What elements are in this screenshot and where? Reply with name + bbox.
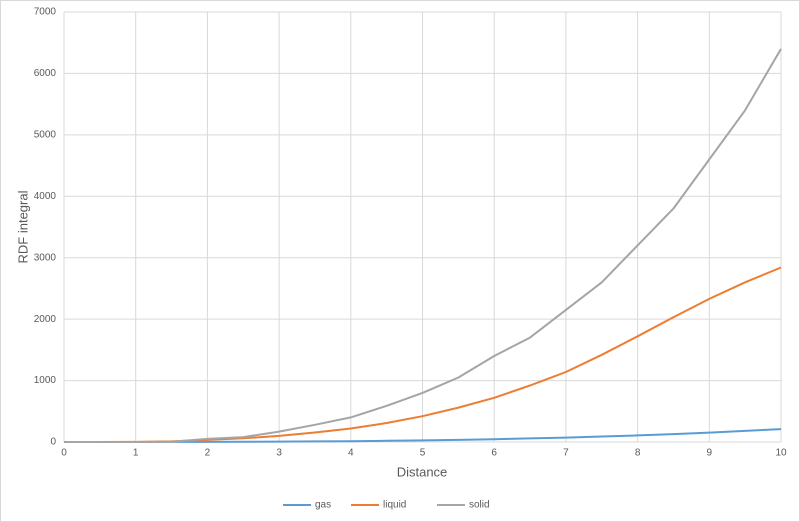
x-tick-label: 4	[348, 448, 354, 459]
y-tick-label: 0	[50, 437, 56, 448]
y-tick-label: 6000	[34, 68, 57, 79]
x-tick-label: 6	[491, 448, 497, 459]
x-tick-label: 2	[205, 448, 211, 459]
y-tick-label: 2000	[34, 314, 57, 325]
y-tick-label: 5000	[34, 129, 57, 140]
series-line	[64, 48, 782, 443]
x-tick-label: 5	[420, 448, 426, 459]
x-tick-label: 10	[775, 448, 787, 459]
y-tick-label: 3000	[34, 252, 57, 263]
x-tick-label: 3	[276, 448, 282, 459]
y-tick-label: 7000	[34, 7, 57, 18]
x-tick-label: 7	[563, 448, 569, 459]
y-tick-label: 1000	[34, 375, 57, 386]
x-tick-label: 1	[133, 448, 139, 459]
x-axis-title: Distance	[397, 464, 448, 479]
legend-label: gas	[315, 500, 331, 511]
legend-label: solid	[469, 500, 490, 511]
x-tick-label: 9	[707, 448, 713, 459]
x-tick-label: 0	[61, 448, 67, 459]
legend-label: liquid	[383, 500, 406, 511]
y-axis-title: RDF integral	[15, 190, 30, 263]
x-tick-label: 8	[635, 448, 641, 459]
y-tick-label: 4000	[34, 191, 57, 202]
